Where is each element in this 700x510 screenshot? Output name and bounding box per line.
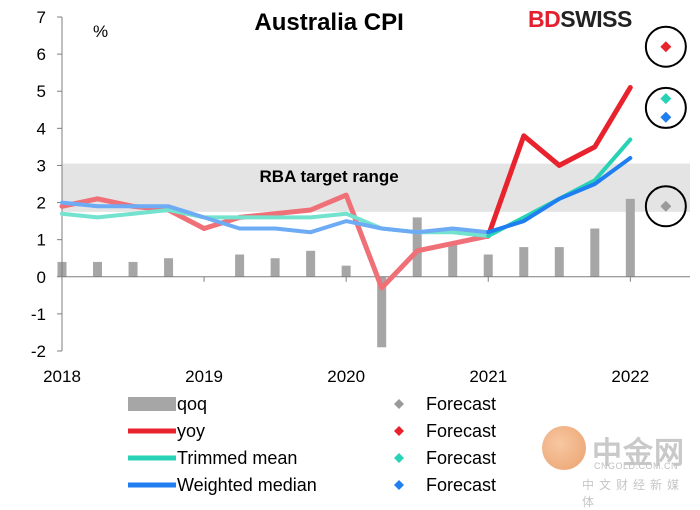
watermark-url: CNGOLD.COM.CN	[594, 461, 679, 471]
legend-weighted-median-label: Weighted median	[177, 475, 317, 495]
weighted-median-line-early	[60, 200, 491, 235]
y-tick-label: 2	[37, 194, 46, 213]
qoq-bar	[519, 247, 529, 277]
legend-yoy-forecast-label: Forecast	[426, 421, 496, 441]
brand-bd: BD	[528, 6, 561, 32]
x-tick-label: 2019	[185, 367, 223, 386]
legend-qoq-forecast-marker	[394, 399, 404, 409]
weighted-median-line	[486, 156, 633, 235]
qoq-bar	[164, 258, 174, 277]
y-tick-label: -1	[31, 305, 46, 324]
qoq-bar	[590, 228, 600, 277]
y-tick-label: 1	[37, 231, 46, 250]
weighted-median-forecast-marker	[660, 111, 672, 123]
yoy-forecast-circle	[644, 25, 687, 68]
qoq-bar	[483, 254, 493, 277]
legend-trimmed-mean-forecast-marker	[394, 453, 404, 463]
chart-title: Australia CPI	[254, 9, 403, 36]
watermark-name: 中金网	[592, 436, 685, 471]
legend-weighted-median-forecast-label: Forecast	[426, 475, 496, 495]
legend-qoq-forecast-label: Forecast	[426, 394, 496, 414]
qoq-bar	[554, 247, 564, 277]
qoq-bar	[93, 261, 103, 277]
yoy-forecast-marker	[660, 41, 672, 53]
qoq-bar	[377, 276, 387, 348]
legend-trimmed-mean-label: Trimmed mean	[177, 448, 297, 468]
qoq-bar	[341, 265, 351, 277]
cpi-chart: RBA target range -2 -1 0 1 2 3 4 5 6 7 2018 2019 2020…	[31, 8, 690, 495]
legend-trimmed-mean-forecast-label: Forecast	[426, 448, 496, 468]
watermark: 中金网 CNGOLD.COM.CN 中文财经新媒体	[542, 424, 692, 509]
qoq-bar	[306, 250, 316, 277]
brand-logo: BDSWISS	[528, 6, 632, 33]
qoq-bar	[235, 254, 245, 277]
y-tick-label: 3	[37, 156, 46, 175]
x-tick-label: 2018	[43, 367, 81, 386]
y-tick-label: 7	[37, 8, 46, 27]
brand-swiss: SWISS	[560, 6, 632, 32]
legend-yoy-forecast-marker	[394, 426, 404, 436]
qoq-bar	[412, 217, 422, 277]
qoq-bar	[625, 198, 635, 277]
legend-qoq-label: qoq	[177, 394, 207, 414]
x-tick-label: 2022	[611, 367, 649, 386]
y-tick-label: 4	[37, 119, 46, 138]
qoq-bar	[270, 258, 280, 277]
x-tick-label: 2020	[327, 367, 365, 386]
qoq-forecast-marker	[660, 200, 672, 212]
legend-yoy-label: yoy	[177, 421, 205, 441]
y-tick-label: 6	[37, 45, 46, 64]
qoq-bar	[448, 243, 458, 277]
legend-weighted-median-forecast-marker	[394, 480, 404, 490]
watermark-logo-icon	[542, 426, 586, 470]
y-tick-label: 0	[37, 268, 46, 287]
y-tick-label: -2	[31, 342, 46, 361]
qoq-forecast-circle	[644, 185, 687, 228]
y-tick-label: 5	[37, 82, 46, 101]
rba-target-label: RBA target range	[260, 167, 399, 186]
watermark-sub: 中文财经新媒体	[582, 478, 685, 509]
trimmed-mean-forecast-marker	[660, 93, 672, 105]
yoy-line	[485, 85, 633, 239]
y-unit-label: %	[93, 22, 108, 41]
qoq-bar	[128, 261, 138, 277]
x-tick-label: 2021	[469, 367, 507, 386]
legend-qoq-swatch	[128, 397, 176, 411]
core-forecast-circle	[644, 86, 687, 129]
